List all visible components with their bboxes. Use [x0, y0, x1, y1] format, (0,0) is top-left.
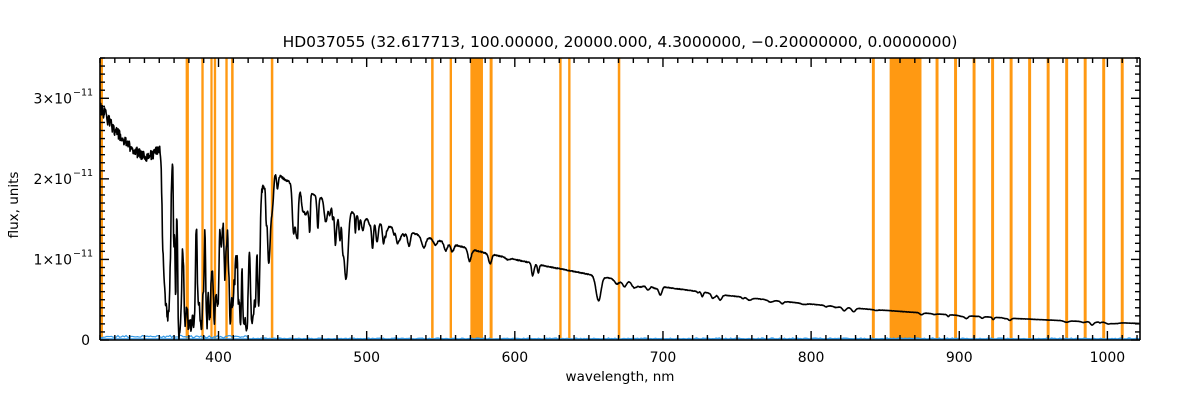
highlight-band — [225, 58, 228, 340]
svg-text:2×10: 2×10 — [34, 172, 72, 188]
highlight-band — [1028, 58, 1032, 340]
axes-frame — [99, 57, 1141, 341]
x-tick-label: 700 — [650, 350, 677, 366]
highlight-band — [431, 58, 434, 340]
highlight-band — [568, 58, 571, 340]
highlight-band — [185, 58, 189, 340]
svg-text:1×10: 1×10 — [34, 252, 72, 268]
svg-text:−11: −11 — [73, 87, 93, 98]
highlight-band — [991, 58, 995, 340]
x-tick-label: 400 — [205, 350, 232, 366]
y-tick-label: 0 — [81, 333, 90, 349]
highlight-band — [935, 58, 939, 340]
highlight-band — [449, 58, 452, 340]
y-tick-label: 2×10 −11 — [34, 168, 94, 188]
highlight-band — [617, 58, 621, 340]
x-tick-label: 800 — [798, 350, 825, 366]
highlight-band — [270, 58, 274, 340]
highlight-band — [559, 58, 562, 340]
y-tick-label: 1×10 −11 — [34, 248, 94, 268]
svg-text:3×10: 3×10 — [34, 91, 72, 107]
highlight-band — [1102, 58, 1106, 340]
svg-text:−11: −11 — [73, 168, 93, 179]
flux-line — [100, 102, 1140, 340]
svg-text:−11: −11 — [73, 248, 93, 259]
flux-spectrum-curve — [100, 102, 1140, 340]
highlight-band — [1046, 58, 1050, 340]
highlight-band — [489, 58, 493, 340]
highlight-band — [972, 58, 976, 340]
x-axis-label: wavelength, nm — [566, 369, 675, 385]
y-tick-label: 3×10 −11 — [34, 87, 94, 107]
x-tick-label: 600 — [501, 350, 528, 366]
highlight-band — [1120, 58, 1124, 340]
y-axis-label: flux, units — [6, 172, 22, 239]
highlight-band — [1065, 58, 1069, 340]
highlight-band — [470, 58, 483, 340]
highlight-band — [100, 58, 103, 340]
highlight-bands — [100, 58, 1124, 340]
svg-text:0: 0 — [81, 333, 90, 349]
highlight-band — [1083, 58, 1087, 340]
highlight-band — [210, 58, 213, 340]
plot-title: HD037055 (32.617713, 100.00000, 20000.00… — [283, 33, 958, 51]
highlight-band — [889, 58, 922, 340]
highlight-band — [871, 58, 875, 340]
highlight-band — [1009, 58, 1013, 340]
x-tick-label: 500 — [353, 350, 380, 366]
highlight-band — [201, 58, 204, 340]
x-tick-label: 900 — [946, 350, 973, 366]
highlight-band — [231, 58, 234, 340]
highlight-band — [213, 58, 217, 340]
x-tick-label: 1000 — [1090, 350, 1126, 366]
highlight-band — [954, 58, 958, 340]
